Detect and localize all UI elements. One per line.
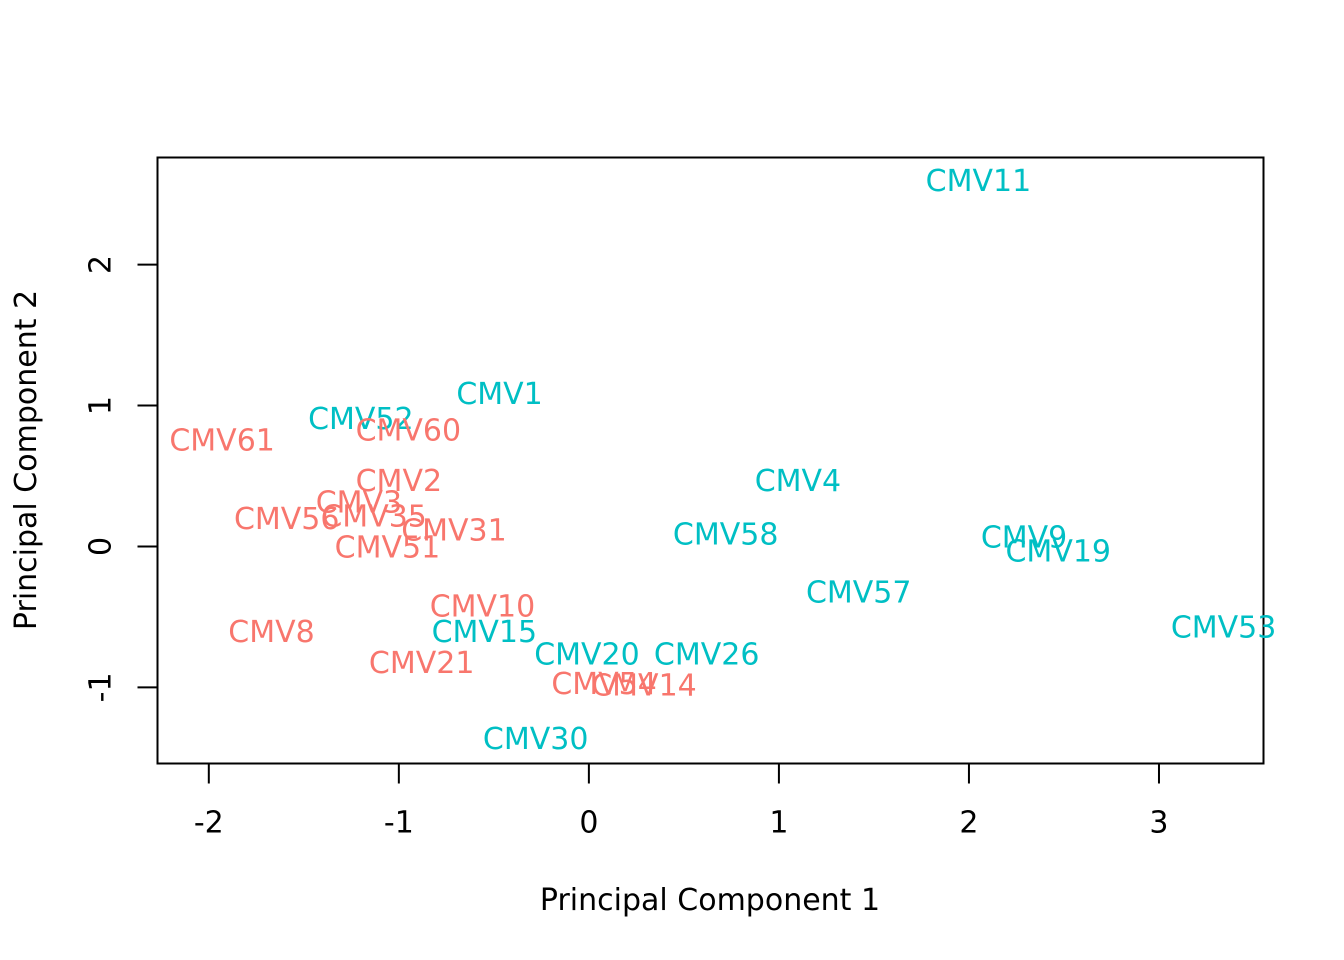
point-label: CMV1 [456, 377, 542, 412]
x-axis-title: Principal Component 1 [540, 883, 880, 918]
point-label: CMV14 [591, 668, 697, 703]
x-tick-label: 3 [1149, 806, 1168, 841]
y-axis-title: Principal Component 2 [9, 290, 44, 630]
y-tick-label: 2 [84, 255, 119, 274]
point-label: CMV35 [321, 499, 427, 534]
point-label: CMV58 [673, 518, 779, 553]
x-tick-label: -1 [384, 806, 414, 841]
x-tick-label: -2 [194, 806, 224, 841]
point-label: CMV19 [1005, 535, 1111, 570]
point-label: CMV2 [356, 464, 442, 499]
point-label: CMV57 [806, 575, 912, 610]
point-label: CMV4 [755, 464, 841, 499]
point-label: CMV8 [228, 615, 314, 650]
point-label: CMV21 [369, 646, 475, 681]
point-label: CMV54 [551, 667, 657, 702]
point-label: CMV51 [335, 530, 441, 565]
plot-frame [156, 156, 1265, 765]
point-label: CMV26 [654, 637, 760, 672]
point-label: CMV3 [316, 485, 402, 520]
y-axis: -1 0 1 2 [84, 255, 159, 702]
x-tick-label: 0 [579, 806, 598, 841]
y-tick-label: 1 [84, 396, 119, 415]
point-label: CMV9 [981, 521, 1067, 556]
point-label: CMV56 [234, 502, 340, 537]
point-label: CMV52 [308, 402, 414, 437]
point-label: CMV60 [356, 413, 462, 448]
point-label: CMV61 [169, 423, 275, 458]
x-axis: -2 -1 0 1 2 3 [194, 762, 1169, 841]
point-label: CMV10 [430, 590, 536, 625]
point-label: CMV11 [926, 164, 1032, 199]
y-tick-label: -1 [84, 672, 119, 702]
point-label: CMV20 [534, 637, 640, 672]
point-label: CMV15 [432, 615, 538, 650]
point-label: CMV30 [483, 722, 589, 757]
point-label: CMV31 [401, 513, 507, 548]
x-tick-label: 2 [959, 806, 978, 841]
y-tick-label: 0 [84, 537, 119, 556]
x-tick-label: 1 [769, 806, 788, 841]
point-label: CMV53 [1171, 611, 1277, 646]
